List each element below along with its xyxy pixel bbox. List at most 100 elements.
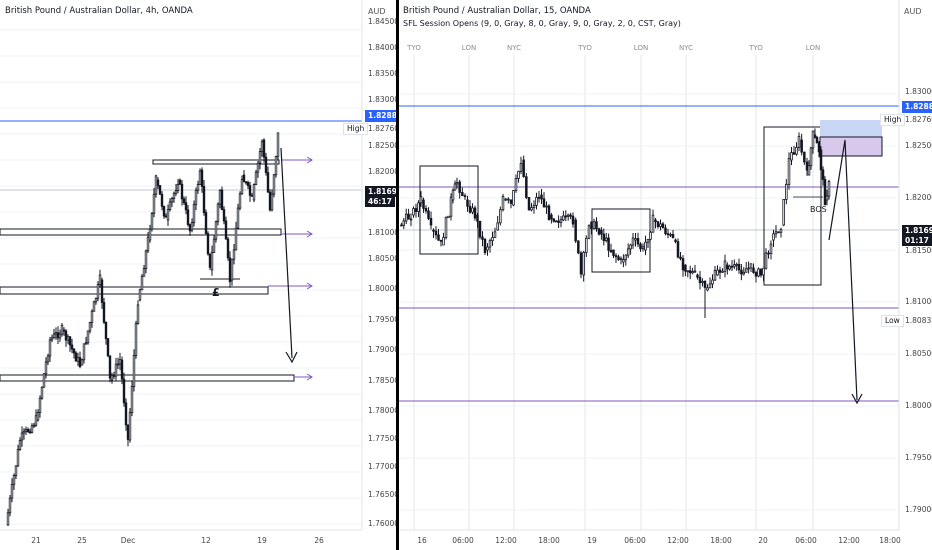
right-candle-body: [827, 181, 831, 197]
right-candle-body: [600, 229, 603, 235]
right-candle-body: [691, 271, 694, 274]
left-candle-body: [210, 252, 214, 271]
left-candle-body: [136, 304, 140, 324]
left-candle-body: [6, 512, 10, 526]
left-candle-body: [16, 449, 20, 467]
right-candle-body: [631, 237, 635, 246]
left-candle-body: [160, 193, 164, 207]
right-candle-body: [559, 219, 563, 223]
right-candle-body: [463, 195, 467, 198]
left-candle-body: [34, 415, 38, 426]
left-zone-box: [0, 374, 295, 382]
left-high-label: High: [343, 123, 369, 135]
right-candle-body: [607, 237, 610, 251]
right-candle-body: [815, 137, 819, 144]
right-candle-body: [453, 183, 457, 191]
right-candle-body: [752, 267, 755, 273]
right-candle-body: [800, 139, 803, 153]
left-candle-body: [38, 397, 42, 413]
right-candle-body: [686, 270, 690, 273]
right-candle-body: [517, 170, 520, 179]
left-y-tick: 1.78000: [368, 406, 396, 415]
left-candle-body: [120, 359, 124, 380]
right-candle-body: [447, 215, 450, 219]
left-candle-body: [90, 310, 94, 323]
left-candle-body: [140, 275, 144, 291]
right-candle-body: [787, 158, 791, 185]
left-candle-body: [10, 483, 14, 499]
right-chart-pane[interactable]: British Pound / Australian Dollar, 15, O…: [399, 0, 932, 550]
right-candle-body: [577, 240, 580, 254]
right-y-tick: 1.80500: [905, 349, 932, 358]
right-candle-body: [471, 207, 474, 213]
left-candle-body: [274, 155, 278, 176]
right-candle-body: [542, 198, 546, 208]
left-candle-body: [244, 181, 248, 184]
right-candle-body: [614, 255, 618, 258]
right-candle-body: [681, 258, 685, 271]
right-candle-body: [545, 205, 548, 208]
left-candle-body: [254, 171, 258, 185]
right-candle-body: [792, 152, 796, 155]
right-countdown: 01:17: [902, 235, 932, 246]
left-candle-body: [28, 431, 32, 434]
pane-divider[interactable]: [396, 0, 399, 550]
right-candle-body: [747, 267, 750, 270]
left-candle-body: [196, 184, 200, 191]
right-candle-body: [550, 214, 553, 220]
left-candle-body: [164, 215, 168, 218]
left-candle-body: [186, 209, 190, 225]
right-y-tick: 1.81000: [905, 297, 932, 306]
left-candle-body: [116, 363, 120, 366]
right-candle-body: [530, 207, 533, 211]
left-candle-body: [266, 172, 270, 193]
right-x-tick: 12:00: [667, 536, 689, 545]
right-candle-body: [507, 198, 510, 201]
right-y-tick: 1.80000: [905, 401, 932, 410]
right-candle-body: [718, 269, 722, 273]
left-candle-body: [118, 359, 122, 365]
left-y-tick: 1.81000: [368, 228, 396, 237]
left-candle-body: [158, 185, 162, 195]
right-candle-body: [592, 221, 596, 230]
left-candle-body: [166, 209, 170, 221]
right-candle-body: [711, 279, 714, 285]
right-candle-body: [595, 221, 598, 230]
right-forecast-arrowhead: [851, 393, 863, 405]
right-candle-body: [402, 220, 406, 226]
left-candle-body: [102, 301, 106, 323]
left-chart-pane[interactable]: British Pound / Australian Dollar, 4h, O…: [0, 0, 396, 550]
left-candle-body: [138, 289, 142, 301]
left-candle-body: [66, 336, 70, 341]
right-candle-body: [629, 244, 632, 250]
right-candle-body: [797, 136, 801, 148]
right-candle-body: [821, 169, 825, 180]
right-candle-body: [437, 234, 440, 241]
left-candle-body: [236, 207, 240, 229]
right-candle-body: [651, 214, 655, 233]
right-x-tick: 12:00: [838, 536, 860, 545]
right-chart-canvas[interactable]: [399, 0, 932, 550]
left-candle-body: [124, 402, 128, 426]
right-forecast-path: [828, 139, 858, 401]
left-candle-body: [200, 169, 204, 187]
right-candle-body: [493, 231, 497, 238]
right-x-tick: 18:00: [538, 536, 560, 545]
left-candle-body: [70, 344, 74, 350]
right-candle-body: [458, 181, 461, 193]
left-candle-body: [270, 193, 274, 211]
right-candle-body: [703, 280, 707, 288]
left-candle-body: [108, 355, 112, 379]
right-candle-body: [782, 198, 785, 226]
left-candle-body: [104, 321, 108, 339]
right-candle-body: [514, 178, 518, 191]
left-candle-body: [132, 355, 136, 387]
left-candle-body: [50, 337, 54, 341]
right-candle-body: [604, 237, 608, 242]
right-candle-body: [449, 196, 453, 217]
right-candle-body: [664, 227, 667, 235]
right-candle-body: [597, 228, 601, 235]
left-chart-canvas[interactable]: [0, 0, 396, 550]
left-y-tick: 1.77500: [368, 434, 396, 443]
